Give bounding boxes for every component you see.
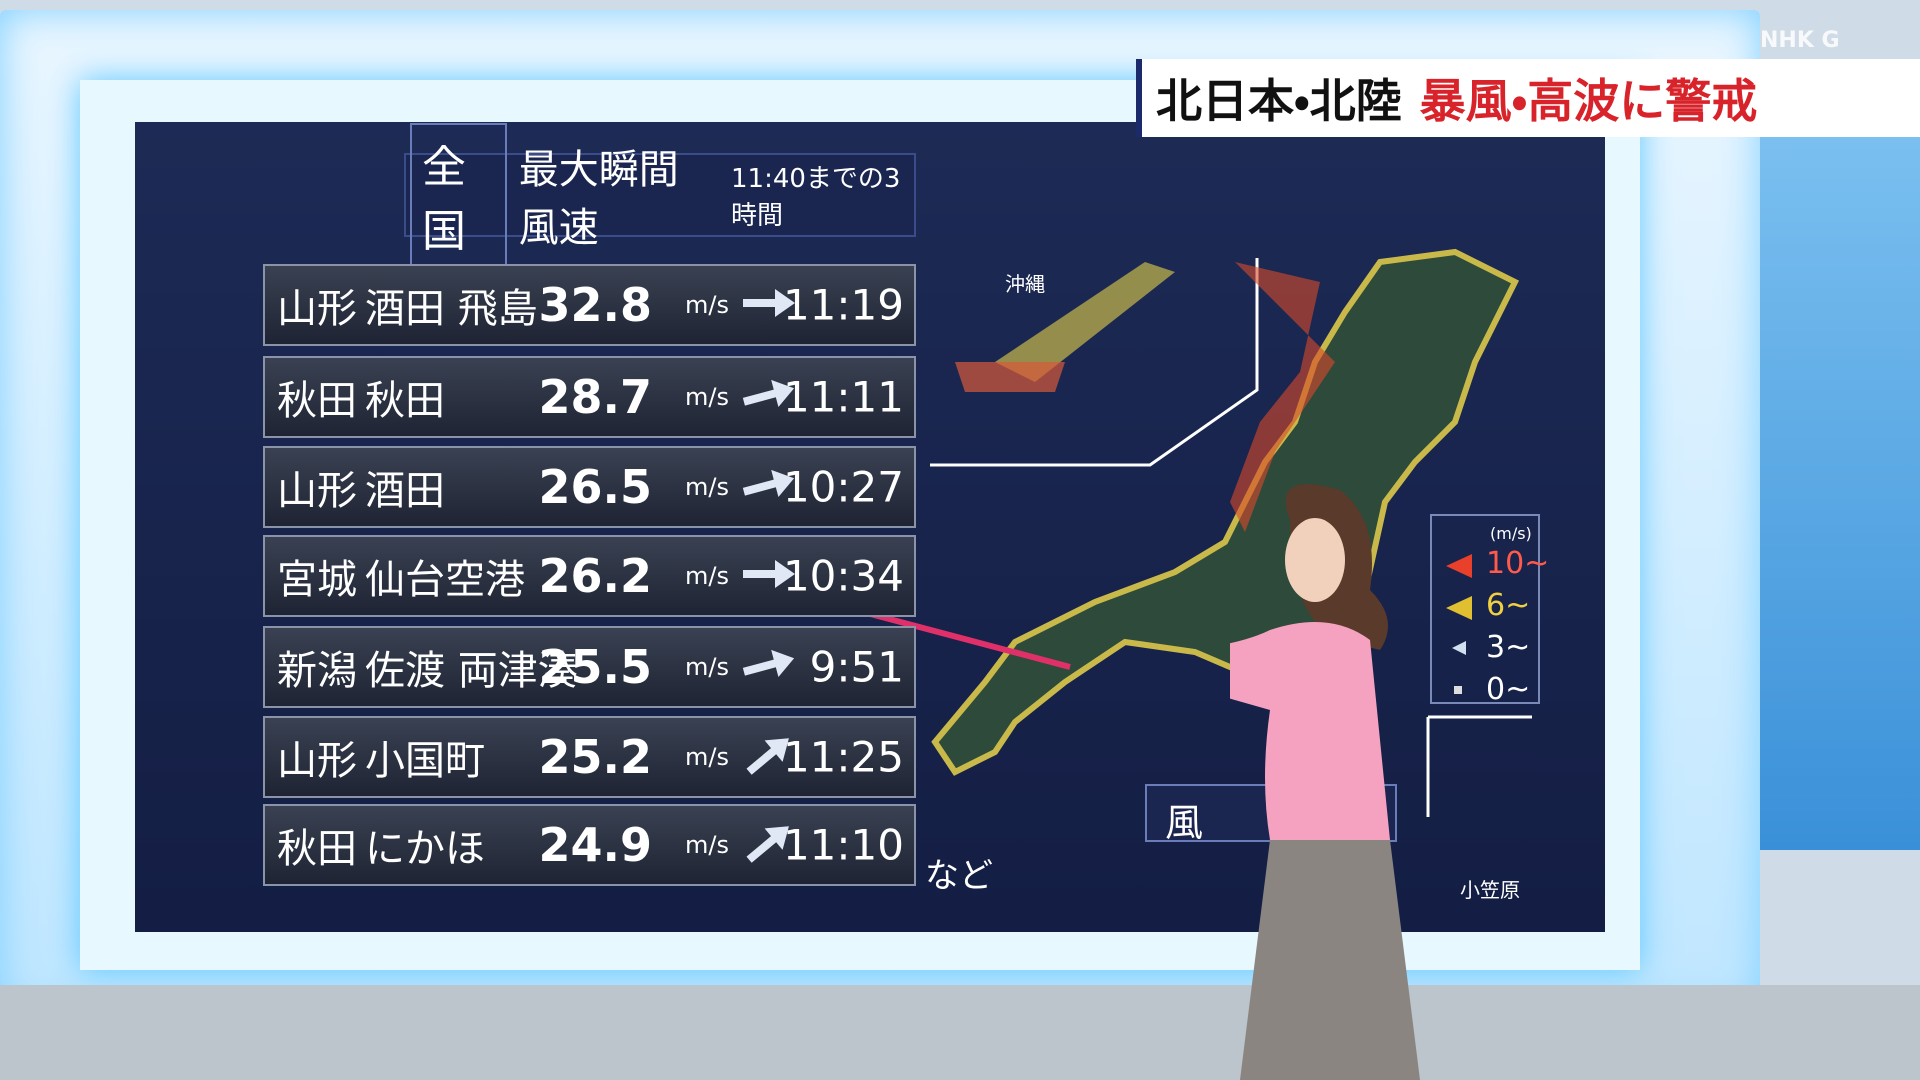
unit: m/s [685,653,729,681]
wind-speed: 25.2 [538,730,653,784]
prefecture: 宮城 [277,557,357,603]
wind-speed: 32.8 [538,278,653,332]
unit: m/s [685,562,729,590]
unit: m/s [685,473,729,501]
direction-arrow [741,283,797,327]
station: 佐渡 両津湊 [365,648,578,694]
studio-wall [1760,130,1920,850]
prefecture: 山形 [277,286,357,332]
table-row: 新潟 佐渡 両津湊 25.5 m/s 9:51 [263,626,916,708]
board-title: 全国 最大瞬間風速 11:40までの3時間 [404,123,916,267]
prefecture: 山形 [277,738,357,784]
table-row: 山形 小国町 25.2 m/s 11:25 [263,716,916,798]
time: 10:34 [782,551,904,601]
prefecture: 秋田 [277,378,357,424]
arrow-icon [742,469,795,497]
wind-speed: 25.5 [538,640,653,694]
arrow-icon [746,738,789,775]
legend: (m/s) 10~ 6~ 3~ 0~ [1430,514,1549,707]
time: 9:51 [809,642,904,692]
time: 11:25 [782,732,904,782]
map-title: 風 [1165,801,1204,845]
legend-item: 3~ [1486,630,1531,665]
arrow-icon [742,379,795,407]
presenter [1230,484,1420,1080]
islands [995,262,1175,382]
time: 10:27 [782,462,904,512]
time: 11:11 [782,372,904,422]
unit: m/s [685,383,729,411]
arrow-icon [743,289,795,317]
legend-item: 0~ [1486,672,1531,707]
wind-speed: 26.2 [538,549,653,603]
prefecture: 新潟 [277,648,357,694]
time: 11:10 [782,820,904,870]
unit: m/s [685,831,729,859]
time: 11:19 [782,280,904,330]
legend-unit: (m/s) [1490,524,1532,543]
red-arrows [1230,262,1335,532]
studio-floor [0,985,1920,1080]
period: 11:40までの3時間 [731,164,901,231]
prefecture: 秋田 [277,826,357,872]
table-row: 山形 酒田 26.5 m/s 10:27 [263,446,916,528]
news-caption: 北日本・北陸 暴風・高波に警戒 [1136,59,1920,137]
prefecture: 山形 [277,468,357,514]
caption-alert: 暴風・高波に警戒 [1419,74,1758,128]
station: 仙台空港 [365,557,525,603]
wind-speed: 24.9 [538,818,653,872]
more-note: など [925,856,993,896]
station: 小国町 [365,738,485,784]
caption-region: 北日本・北陸 [1156,74,1402,128]
station: 秋田 [365,378,445,424]
direction-arrow [741,375,797,419]
wind-speed: 26.5 [538,460,653,514]
table-row: 宮城 仙台空港 26.2 m/s 10:34 [263,535,916,617]
unit: m/s [685,291,729,319]
title: 最大瞬間風速 [518,147,679,251]
scope: 全国 [410,123,507,267]
channel-logo: NHK G [1760,28,1840,53]
arrow-icon [742,649,795,677]
legend-item: 6~ [1486,588,1531,623]
legend-item: 10~ [1486,546,1550,581]
map-label: 小笠原 [1460,878,1520,902]
station: 酒田 [365,468,445,514]
wind-speed: 28.7 [538,370,653,424]
direction-arrow [741,554,797,598]
station: 酒田 飛島 [365,286,538,332]
inset-border [930,258,1259,467]
legend-icons [1446,554,1472,694]
table-row: 秋田 にかほ 24.9 m/s 11:10 [263,804,916,886]
islands [955,362,1065,392]
direction-arrow [741,465,797,509]
direction-arrow [741,823,797,867]
arrow-icon [743,560,795,588]
unit: m/s [685,743,729,771]
station: にかほ [365,826,485,872]
direction-arrow [741,735,797,779]
direction-arrow [741,645,797,689]
arrow-icon [746,826,789,863]
table-row: 秋田 秋田 28.7 m/s 11:11 [263,356,916,438]
map-label: 沖縄 [1005,272,1045,296]
table-row: 山形 酒田 飛島 32.8 m/s 11:19 [263,264,916,346]
